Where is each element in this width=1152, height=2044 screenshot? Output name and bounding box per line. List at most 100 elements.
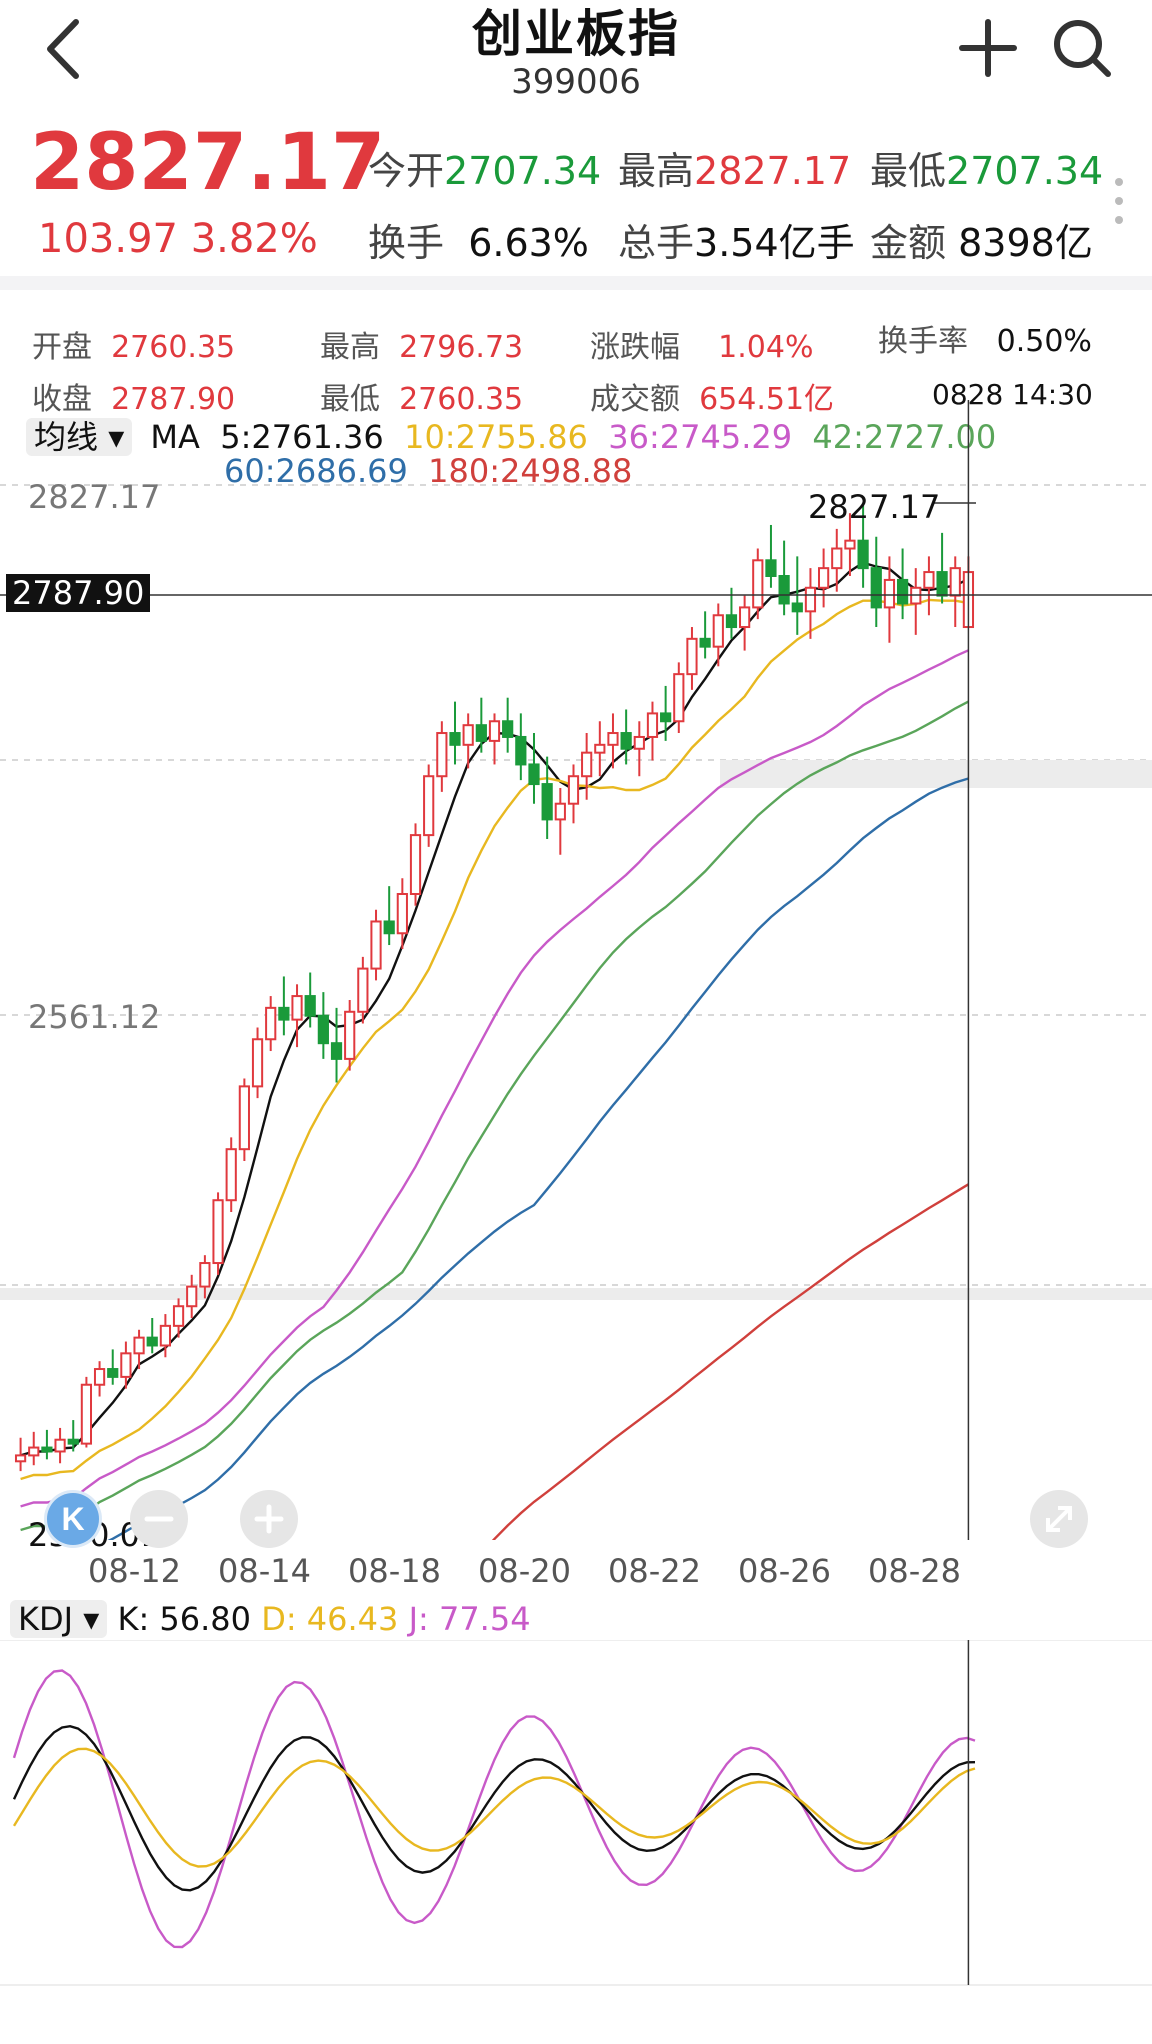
candle-body [870, 567, 882, 609]
x-tick-label: 08-12 [88, 1552, 181, 1590]
info-close: 收盘 2787.90 [32, 382, 236, 417]
candle-body [330, 1042, 343, 1060]
candle-body [739, 606, 751, 629]
x-tick-label: 08-26 [738, 1552, 831, 1590]
candle-body [383, 920, 395, 935]
candle-body [752, 559, 764, 609]
quote-row-1: 今开2707.34 [368, 149, 602, 193]
candle-body [120, 1352, 132, 1378]
candle-body [502, 720, 514, 738]
candle-body [436, 732, 448, 778]
candle-body [528, 763, 540, 786]
candle-body [831, 547, 843, 570]
back-icon[interactable] [36, 14, 96, 84]
y-mid-label: 2561.12 [28, 998, 161, 1036]
high-marker: 2827.17 [808, 488, 941, 526]
candle-body [660, 712, 672, 723]
ma5-line [20, 561, 969, 1457]
candle-body [107, 1368, 119, 1378]
ma-selector[interactable]: 均线 ▾ [26, 418, 133, 456]
candle-body [409, 834, 422, 896]
candle-body [291, 995, 303, 1021]
x-tick-label: 08-14 [218, 1552, 311, 1590]
quote-amount: 金额 8398亿 [870, 221, 1093, 265]
candle-body [28, 1446, 40, 1457]
x-tick-label: 08-20 [478, 1552, 571, 1590]
candle-body [778, 575, 790, 605]
candle-body [396, 893, 408, 935]
ma-legend-row-1: 均线 ▾ MA 5:2761.36 10:2755.86 36:2745.29 … [26, 412, 996, 458]
info-amount: 成交额 654.51亿 [590, 382, 835, 417]
candle-body [54, 1438, 66, 1453]
divider [0, 276, 1152, 290]
more-icon[interactable] [1114, 176, 1124, 226]
info-time: 0828 14:30 [932, 378, 1093, 411]
candle-body [883, 578, 896, 609]
candle-body [67, 1438, 79, 1445]
candle-body [844, 539, 856, 550]
info-high: 最高 2796.73 [320, 330, 524, 365]
candle-body [278, 1006, 290, 1021]
candlestick-chart[interactable] [0, 400, 1152, 1540]
info-pct: 涨跌幅 1.04% [590, 330, 814, 365]
fullscreen-button[interactable] [1030, 1490, 1088, 1548]
candle-body [541, 783, 553, 821]
info-turn: 换手率 0.50% [878, 324, 1092, 359]
candle-body [238, 1085, 250, 1151]
quote-volume: 总手3.54亿手 [618, 221, 855, 265]
candle-body [818, 567, 830, 589]
candle-body [765, 559, 777, 577]
candle-body [344, 1010, 356, 1060]
candle-body [594, 743, 606, 754]
candle-body [449, 732, 461, 746]
add-icon[interactable] [956, 16, 1020, 80]
candle-body [93, 1368, 106, 1386]
y-max-label: 2827.17 [28, 478, 161, 516]
candle-body [41, 1446, 53, 1453]
ma60-line [107, 777, 969, 1540]
kdj-j-line [12, 1669, 976, 1949]
candle-body [304, 995, 316, 1017]
ma-legend-row-2: 60:2686.69 180:2498.88 [224, 452, 633, 490]
info-open: 开盘 2760.35 [32, 330, 236, 365]
band-highlight-2 [0, 1288, 1152, 1300]
k-icon: K [47, 1493, 99, 1545]
info-low: 最低 2760.35 [320, 382, 524, 417]
x-tick-label: 08-18 [348, 1552, 441, 1590]
candle-body [712, 614, 724, 648]
candle-body [804, 586, 817, 613]
kdj-selector[interactable]: KDJ ▾ [10, 1600, 108, 1638]
candle-body [357, 967, 369, 1013]
index-code: 399006 [511, 62, 641, 102]
price-change: 103.97 3.82% [38, 216, 318, 262]
page-title: 创业板指 [472, 5, 680, 63]
candle-body [199, 1262, 211, 1288]
candle-body [370, 920, 382, 970]
zoom-in-button[interactable] [240, 1490, 298, 1548]
zoom-out-button[interactable] [130, 1490, 188, 1548]
search-icon[interactable] [1050, 16, 1114, 80]
candle-body [265, 1006, 277, 1041]
candle-body [172, 1305, 185, 1327]
candle-body [133, 1336, 145, 1355]
candle-body [212, 1199, 224, 1265]
candle-body [896, 578, 909, 605]
candle-body [146, 1336, 158, 1347]
kdj-legend: KDJ ▾ K: 56.80 D: 46.43 J: 77.54 [10, 1600, 531, 1638]
candle-body [423, 775, 435, 837]
ma36-line [20, 649, 969, 1508]
candle-body [186, 1285, 198, 1308]
ma180-line [491, 1183, 970, 1540]
k-logo-button[interactable]: K [44, 1490, 102, 1548]
candle-body [686, 637, 698, 676]
ma42-line [20, 700, 969, 1532]
x-tick-label: 08-22 [608, 1552, 701, 1590]
candle-body [646, 712, 659, 738]
kdj-chart[interactable] [0, 1640, 1152, 1990]
x-tick-label: 08-28 [868, 1552, 961, 1590]
candle-body [554, 802, 566, 821]
minus-icon [144, 1516, 174, 1522]
candle-body [80, 1383, 93, 1445]
candle-body [857, 539, 869, 570]
quote-turnover: 换手 6.63% [368, 221, 589, 265]
